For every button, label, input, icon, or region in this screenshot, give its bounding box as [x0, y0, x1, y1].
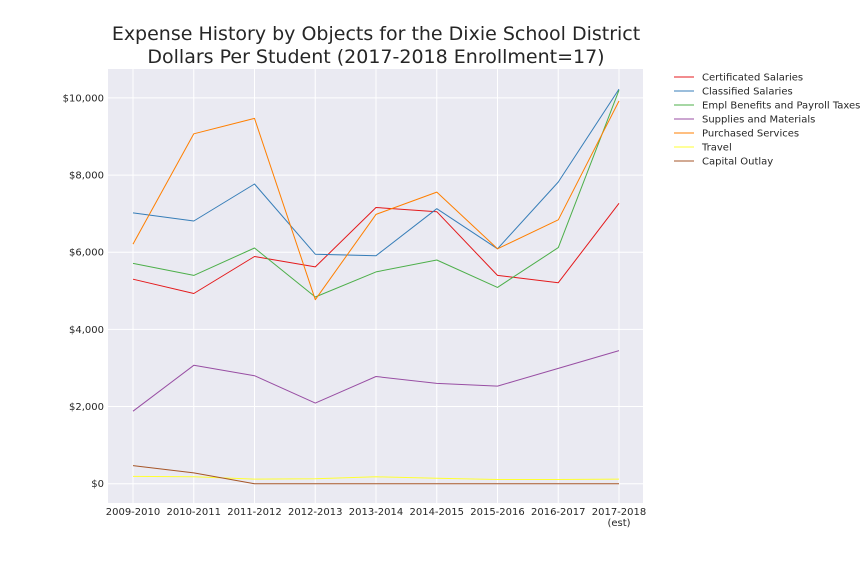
- y-tick-label: $8,000: [69, 171, 104, 182]
- legend-label: Supplies and Materials: [702, 115, 815, 126]
- legend: Certificated Salaries Classified Salaries…: [674, 73, 860, 168]
- x-tick-label: 2012-2013: [288, 507, 343, 518]
- x-tick-label: (est): [607, 518, 630, 529]
- series-line-classified-salaries: [132, 88, 620, 257]
- legend-item: Purchased Services: [674, 129, 799, 140]
- series-line-purchased-services: [132, 100, 620, 301]
- grid: [108, 69, 643, 503]
- x-tick-label: 2011-2012: [227, 507, 282, 518]
- y-tick-label: $10,000: [63, 93, 104, 104]
- x-tick-label: 2016-2017: [531, 507, 586, 518]
- x-tick-label: 2015-2016: [470, 507, 525, 518]
- legend-label: Purchased Services: [702, 129, 799, 140]
- legend-item: Empl Benefits and Payroll Taxes: [674, 101, 860, 112]
- legend-item: Capital Outlay: [674, 157, 773, 168]
- y-tick-label: $2,000: [69, 402, 104, 413]
- x-tick-label: 2009-2010: [106, 507, 161, 518]
- chart-title-line-1: Expense History by Objects for the Dixie…: [112, 23, 640, 45]
- chart-title-line-2: Dollars Per Student (2017-2018 Enrollmen…: [147, 46, 604, 68]
- chart-title: Expense History by Objects for the Dixie…: [112, 23, 640, 68]
- y-axis: $0 $2,000 $4,000 $6,000 $8,000 $10,000: [63, 93, 104, 490]
- x-tick-label: 2014-2015: [409, 507, 464, 518]
- legend-item: Travel: [674, 143, 732, 154]
- series-line-travel: [132, 475, 620, 480]
- y-tick-label: $4,000: [69, 325, 104, 336]
- series-line-capital-outlay: [132, 465, 619, 485]
- legend-label: Empl Benefits and Payroll Taxes: [702, 101, 860, 112]
- legend-label: Classified Salaries: [702, 87, 793, 98]
- series-lines: [132, 88, 620, 485]
- y-tick-label: $6,000: [69, 248, 104, 259]
- legend-label: Travel: [701, 143, 732, 154]
- series-line-supplies-and-materials: [132, 350, 620, 412]
- series-line-certificated-salaries: [132, 202, 620, 294]
- y-tick-label: $0: [91, 479, 104, 490]
- legend-item: Certificated Salaries: [674, 73, 803, 84]
- x-tick-label: 2017-2018: [592, 507, 647, 518]
- x-tick-label: 2010-2011: [166, 507, 221, 518]
- x-axis: 2009-2010 2010-2011 2011-2012 2012-2013 2013…: [106, 507, 647, 529]
- legend-item: Classified Salaries: [674, 87, 793, 98]
- legend-item: Supplies and Materials: [674, 115, 815, 126]
- legend-label: Capital Outlay: [702, 157, 773, 168]
- series-line-empl-benefits-and-payroll-taxes: [132, 90, 620, 298]
- legend-label: Certificated Salaries: [702, 73, 803, 84]
- x-tick-label: 2013-2014: [349, 507, 404, 518]
